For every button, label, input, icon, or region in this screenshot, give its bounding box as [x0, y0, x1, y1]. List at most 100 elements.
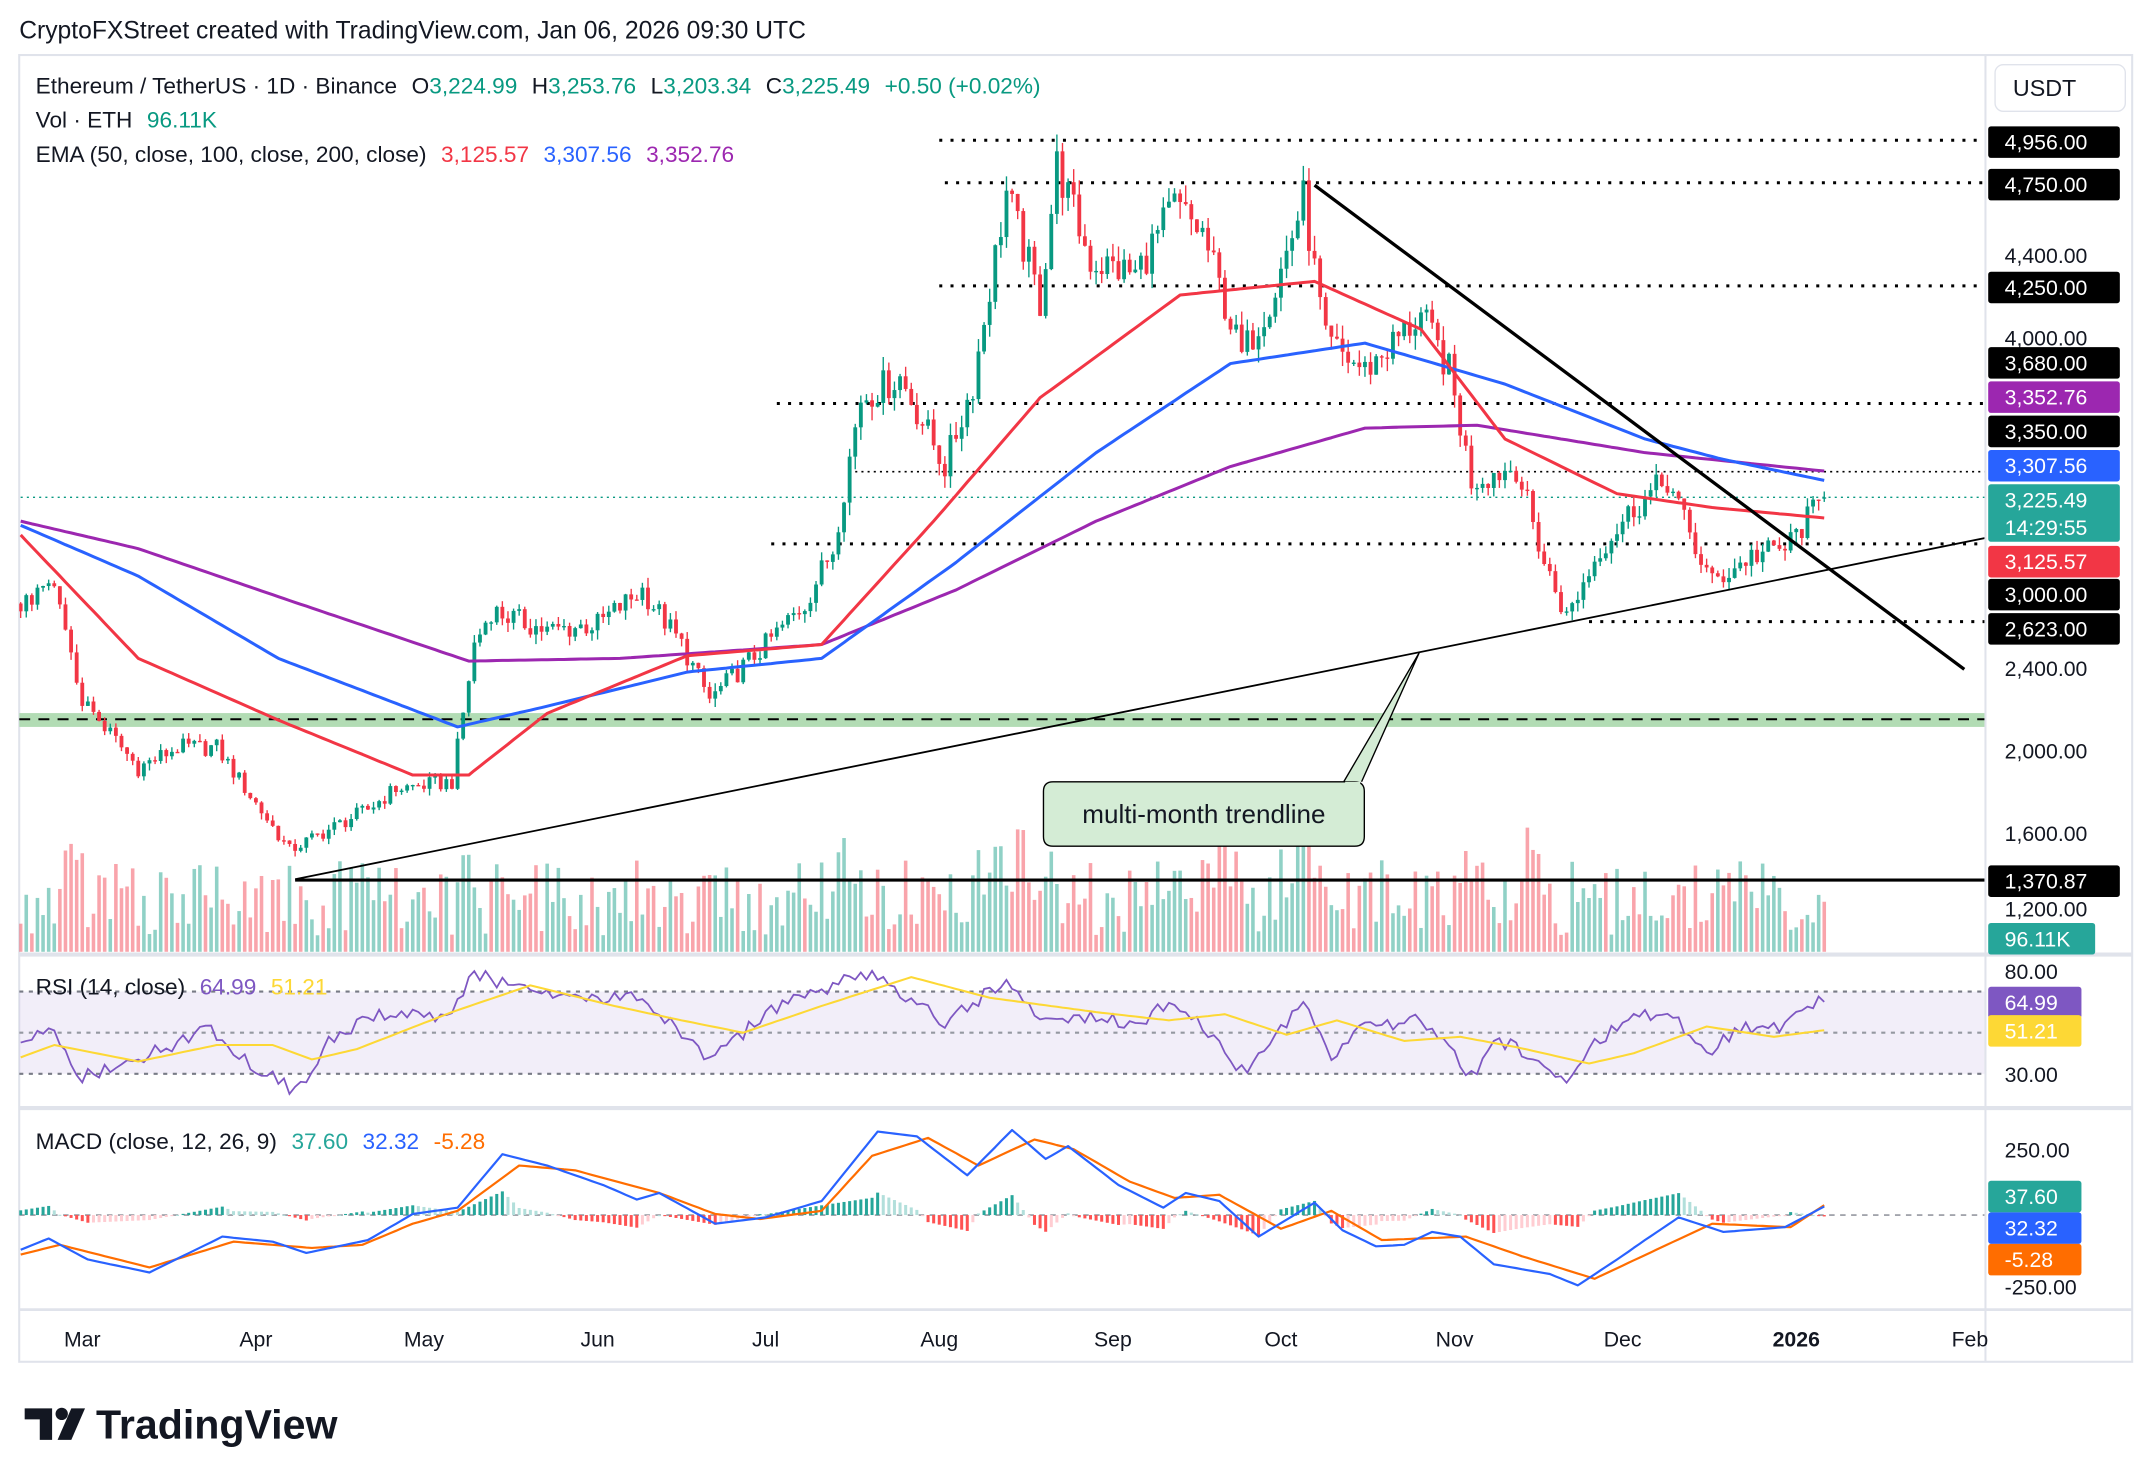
candle[interactable] — [875, 395, 880, 408]
candle[interactable] — [1743, 562, 1748, 576]
candle[interactable] — [248, 792, 253, 800]
candle[interactable] — [1049, 204, 1054, 271]
candle[interactable] — [1704, 558, 1709, 573]
candle[interactable] — [29, 593, 34, 612]
rsi-pane[interactable] — [19, 969, 1986, 1096]
candle[interactable] — [724, 670, 729, 688]
trendline-annotation[interactable]: multi-month trendline — [1042, 652, 1420, 847]
candle[interactable] — [281, 835, 286, 845]
candle[interactable] — [864, 394, 869, 405]
candle[interactable] — [903, 366, 908, 392]
currency-button-bg[interactable] — [1994, 63, 2127, 112]
candle[interactable] — [550, 621, 555, 630]
candle[interactable] — [1760, 543, 1765, 572]
candle[interactable] — [1251, 322, 1255, 351]
candle[interactable] — [1094, 260, 1099, 285]
candle[interactable] — [730, 663, 734, 676]
candle[interactable] — [545, 621, 550, 636]
candle[interactable] — [1054, 134, 1059, 225]
candle[interactable] — [1178, 189, 1183, 219]
tradingview-logo[interactable]: TradingView — [24, 1402, 339, 1448]
candle[interactable] — [1598, 548, 1603, 567]
candle[interactable] — [1665, 474, 1670, 496]
candle[interactable] — [97, 709, 101, 722]
candle[interactable] — [326, 824, 331, 845]
candle[interactable] — [1407, 311, 1412, 344]
indicator-tag[interactable]: 32.32 — [1988, 1212, 2082, 1244]
candle[interactable] — [1732, 558, 1737, 579]
candle[interactable] — [1637, 506, 1642, 525]
candle[interactable] — [539, 617, 544, 641]
candle[interactable] — [1525, 480, 1530, 496]
candle[interactable] — [209, 744, 214, 758]
candle[interactable] — [1082, 224, 1087, 247]
candle[interactable] — [595, 612, 600, 640]
candle[interactable] — [1183, 185, 1188, 206]
candle[interactable] — [1256, 327, 1261, 363]
indicator-tag[interactable]: -5.28 — [1988, 1243, 2082, 1276]
macd-pane[interactable] — [19, 1128, 1986, 1287]
candle[interactable] — [186, 733, 191, 748]
candle[interactable] — [46, 579, 51, 591]
candle[interactable] — [1267, 314, 1272, 329]
candle[interactable] — [942, 456, 947, 488]
candle[interactable] — [1710, 565, 1715, 584]
candle[interactable] — [1794, 527, 1799, 543]
candle[interactable] — [1211, 236, 1216, 256]
candle[interactable] — [1295, 211, 1300, 240]
candle[interactable] — [534, 619, 538, 645]
candle[interactable] — [113, 723, 118, 743]
candle[interactable] — [1755, 540, 1759, 565]
candle[interactable] — [618, 602, 622, 614]
descending-trendline[interactable] — [1313, 183, 1966, 671]
price-tag[interactable]: 4,956.00 — [1988, 126, 2120, 158]
candle[interactable] — [422, 779, 426, 793]
candle[interactable] — [102, 717, 107, 736]
candle[interactable] — [130, 752, 135, 766]
candle[interactable] — [136, 757, 141, 779]
candle[interactable] — [1374, 354, 1379, 375]
candle[interactable] — [1032, 241, 1037, 286]
candle[interactable] — [707, 682, 712, 704]
candle[interactable] — [494, 605, 499, 625]
candle[interactable] — [304, 837, 309, 853]
candle[interactable] — [74, 644, 79, 685]
indicator-tag[interactable]: 51.21 — [1988, 1015, 2082, 1047]
candle[interactable] — [690, 661, 695, 672]
candle[interactable] — [522, 606, 527, 630]
candle[interactable] — [164, 748, 169, 764]
candle[interactable] — [1385, 350, 1390, 372]
candle[interactable] — [858, 395, 863, 440]
candle[interactable] — [1110, 243, 1115, 273]
candle[interactable] — [119, 733, 124, 752]
candle[interactable] — [1402, 321, 1407, 341]
candle[interactable] — [24, 593, 29, 618]
candle[interactable] — [237, 771, 242, 780]
candle[interactable] — [1749, 544, 1754, 577]
candle[interactable] — [920, 421, 925, 435]
candle[interactable] — [825, 560, 830, 569]
candle[interactable] — [1553, 564, 1558, 594]
rsi-legend[interactable]: RSI (14, close) 64.99 51.21 — [36, 974, 328, 999]
candle[interactable] — [444, 773, 449, 792]
price-tag[interactable]: 2,623.00 — [1988, 613, 2120, 645]
candle[interactable] — [965, 393, 970, 437]
candle[interactable] — [1379, 354, 1384, 368]
candle[interactable] — [141, 761, 146, 781]
candle[interactable] — [394, 785, 398, 797]
candle[interactable] — [265, 810, 270, 823]
candle[interactable] — [1738, 556, 1743, 572]
candle[interactable] — [225, 756, 230, 764]
candle[interactable] — [1239, 311, 1244, 354]
candle[interactable] — [153, 756, 158, 765]
candle[interactable] — [746, 650, 751, 662]
candle[interactable] — [735, 660, 740, 683]
candle[interactable] — [276, 825, 281, 842]
candle[interactable] — [321, 829, 326, 842]
candle[interactable] — [562, 619, 566, 631]
candle[interactable] — [1223, 270, 1227, 321]
candle[interactable] — [1491, 472, 1496, 497]
candle[interactable] — [287, 840, 292, 847]
candle[interactable] — [646, 577, 650, 616]
candle[interactable] — [1066, 178, 1071, 211]
